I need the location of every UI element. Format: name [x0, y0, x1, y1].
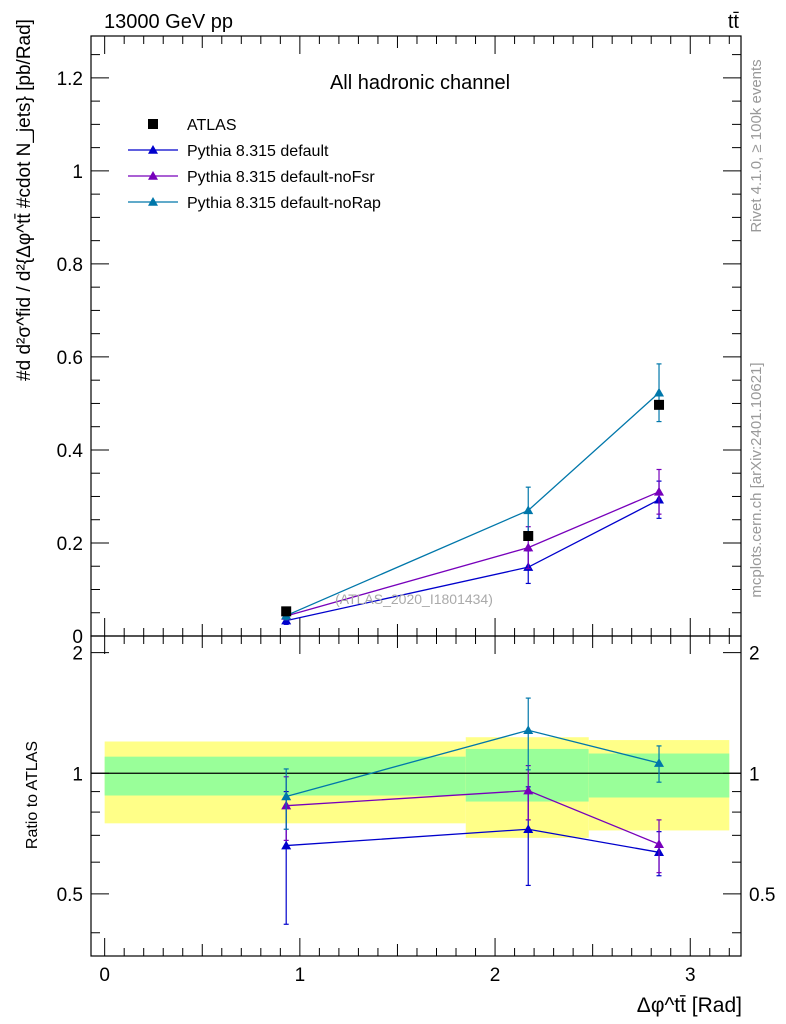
legend-label-atlas: ATLAS	[187, 117, 237, 134]
axis-tick-labels: 0 1 2 3 0 0.2 0.4 0.6 0.8 1 1.2 0.5 0.5 1 1 2 2	[57, 69, 776, 986]
ratio-tick-label-left: 0.5	[57, 885, 83, 906]
ratio-point-noRap	[281, 791, 292, 801]
x-tick-label: 3	[685, 965, 696, 986]
point-noRap	[523, 505, 534, 515]
ratio-point-default	[281, 840, 292, 850]
analysis-watermark: (ATLAS_2020_I1801434)	[335, 591, 493, 607]
point-noFsr	[523, 542, 534, 552]
ratio-point-noFsr	[654, 839, 665, 849]
ratio-tick-label-right: 2	[749, 644, 760, 665]
atlas-data-point	[281, 606, 292, 617]
legend-label-noFsr: Pythia 8.315 default-noFsr	[187, 169, 375, 186]
y-tick-label: 0.4	[57, 441, 84, 462]
rivet-label: Rivet 4.1.0, ≥ 100k events	[748, 59, 765, 232]
ratio-tick-label-left: 1	[72, 764, 83, 785]
x-tick-label: 1	[295, 965, 306, 986]
y-tick-label: 0.6	[57, 348, 83, 369]
line-noRap	[285, 392, 660, 617]
ratio-series-layer	[281, 697, 665, 925]
atlas-data-point	[654, 399, 665, 410]
ratio-line-default	[286, 828, 660, 853]
legend-label-default: Pythia 8.315 default	[187, 143, 329, 160]
ratio-point-default	[523, 824, 534, 833]
axis-ticks	[91, 36, 741, 956]
y-tick-label: 0.8	[57, 255, 83, 276]
x-tick-label: 2	[490, 965, 501, 986]
ratio-tick-label-right: 0.5	[749, 885, 775, 906]
legend-marker-noFsr	[148, 171, 158, 180]
ratio-point-noRap	[654, 758, 665, 767]
source-label: mcplots.cern.ch [arXiv:2401.10621]	[748, 362, 765, 597]
y-tick-label: 0.2	[57, 534, 83, 555]
point-noFsr	[654, 486, 665, 496]
legend-label-noRap: Pythia 8.315 default-noRap	[187, 195, 381, 212]
legend-marker-noRap	[148, 197, 158, 206]
chart-title: All hadronic channel	[330, 72, 510, 94]
process-label: tt̄	[728, 11, 740, 33]
point-noRap	[654, 387, 665, 397]
y-tick-label: 1.2	[57, 69, 83, 90]
main-series-layer	[281, 363, 665, 625]
energy-label: 13000 GeV pp	[104, 11, 233, 33]
ratio-point-noRap	[523, 725, 534, 735]
ratio-tick-label-left: 2	[72, 644, 83, 665]
inner-band-0	[104, 756, 466, 796]
ratio-panel-frame	[90, 635, 742, 957]
x-axis-title: Δφ^tt̄ [Rad]	[637, 994, 742, 1017]
x-tick-label: 0	[99, 965, 110, 986]
y-axis-title: #d d²σ^fid / d²{Δφ^tt̄ #cdot N_jets} [pb…	[14, 19, 35, 381]
legend: ATLAS Pythia 8.315 default Pythia 8.315 de…	[128, 117, 381, 212]
atlas-data-point	[523, 531, 534, 541]
ratio-point-noFsr	[523, 785, 534, 795]
legend-marker-default	[148, 145, 158, 154]
ratio-uncertainty-bands	[104, 737, 730, 838]
ratio-axis-title: Ratio to ATLAS	[24, 741, 41, 849]
ratio-tick-label-right: 1	[749, 764, 760, 785]
legend-marker-atlas	[148, 119, 158, 129]
y-tick-label: 1	[72, 162, 83, 183]
y-tick-label: 0	[72, 627, 83, 648]
